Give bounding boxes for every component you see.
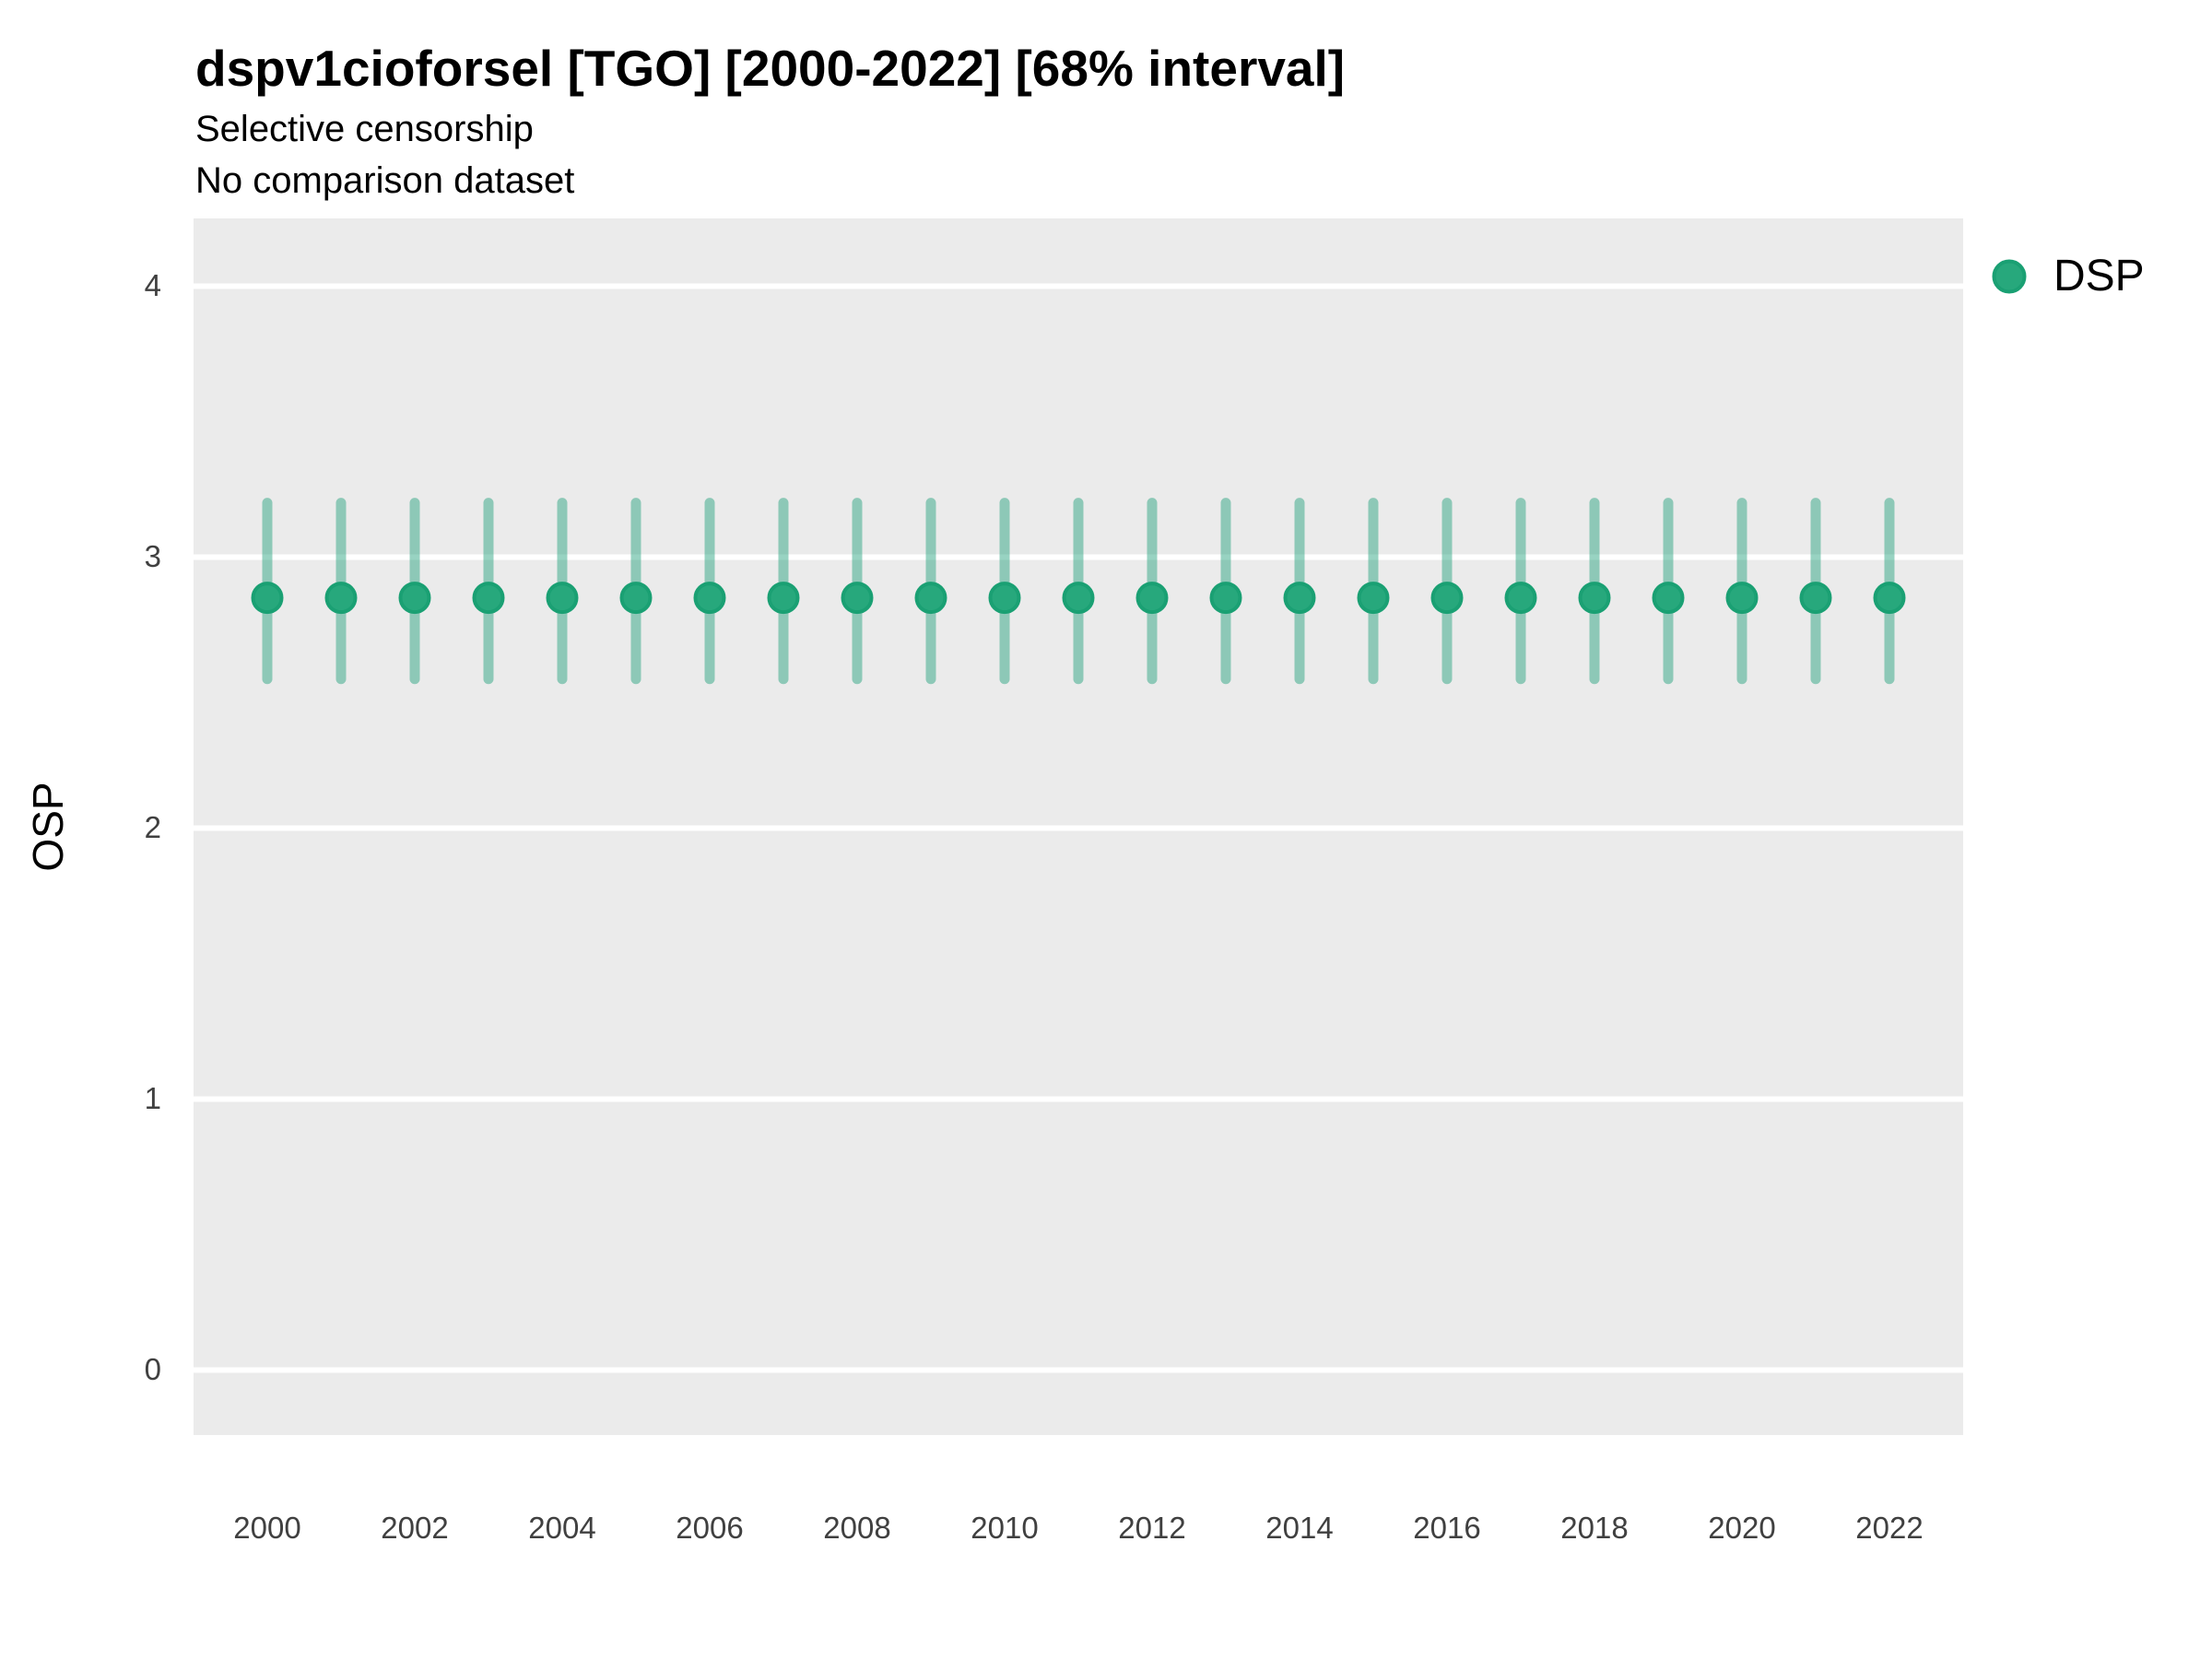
data-point-2014 xyxy=(1283,582,1316,615)
data-point-2011 xyxy=(1062,582,1095,615)
x-tick-label-2014: 2014 xyxy=(1265,1511,1334,1545)
data-point-2000 xyxy=(251,582,284,615)
chart-subtitle-censorship: Selective censorship xyxy=(195,109,534,149)
y-tick-label-3: 3 xyxy=(144,539,161,574)
x-tick-label-2018: 2018 xyxy=(1560,1511,1629,1545)
x-tick-label-2004: 2004 xyxy=(528,1511,596,1545)
data-point-2017 xyxy=(1504,582,1537,615)
data-point-2022 xyxy=(1873,582,1906,615)
x-tick-label-2006: 2006 xyxy=(676,1511,744,1545)
y-tick-label-1: 1 xyxy=(144,1081,161,1116)
data-point-2019 xyxy=(1652,582,1685,615)
data-point-2001 xyxy=(324,582,358,615)
y-tick-label-4: 4 xyxy=(144,268,161,303)
legend-dsp-circle-icon xyxy=(1992,259,2027,294)
plot-canvas xyxy=(194,283,1963,1373)
chart-subtitle-comparison: No comparison dataset xyxy=(195,160,575,201)
legend: DSP xyxy=(1983,251,2145,302)
x-tick-label-2016: 2016 xyxy=(1413,1511,1481,1545)
data-point-2013 xyxy=(1209,582,1242,615)
data-point-2015 xyxy=(1357,582,1390,615)
data-point-2004 xyxy=(546,582,579,615)
data-point-2005 xyxy=(619,582,653,615)
data-point-2020 xyxy=(1725,582,1759,615)
data-point-2009 xyxy=(914,582,947,615)
data-point-2003 xyxy=(472,582,505,615)
x-tick-label-2020: 2020 xyxy=(1708,1511,1776,1545)
x-tick-label-2010: 2010 xyxy=(971,1511,1039,1545)
y-axis: 0 1 2 3 4 xyxy=(0,218,161,1435)
data-point-2008 xyxy=(841,582,874,615)
y-tick-label-0: 0 xyxy=(144,1352,161,1387)
x-tick-label-2008: 2008 xyxy=(823,1511,891,1545)
data-point-2010 xyxy=(988,582,1021,615)
data-point-2012 xyxy=(1135,582,1169,615)
x-tick-label-2022: 2022 xyxy=(1855,1511,1924,1545)
data-point-2007 xyxy=(767,582,800,615)
data-point-2021 xyxy=(1799,582,1832,615)
data-point-2018 xyxy=(1578,582,1611,615)
plot-panel xyxy=(194,218,1963,1435)
data-point-2006 xyxy=(693,582,726,615)
x-tick-label-2000: 2000 xyxy=(233,1511,301,1545)
data-point-2002 xyxy=(398,582,431,615)
chart-title: dspv1cioforsel [TGO] [2000-2022] [68% in… xyxy=(195,40,1346,97)
y-tick-label-2: 2 xyxy=(144,810,161,845)
x-tick-label-2002: 2002 xyxy=(381,1511,449,1545)
legend-dsp-label: DSP xyxy=(2053,252,2145,300)
x-tick-label-2012: 2012 xyxy=(1118,1511,1186,1545)
x-axis: 2000 2002 2004 2006 2008 2010 2012 2014 2016 2018… xyxy=(194,1508,1963,1548)
data-point-2016 xyxy=(1430,582,1464,615)
